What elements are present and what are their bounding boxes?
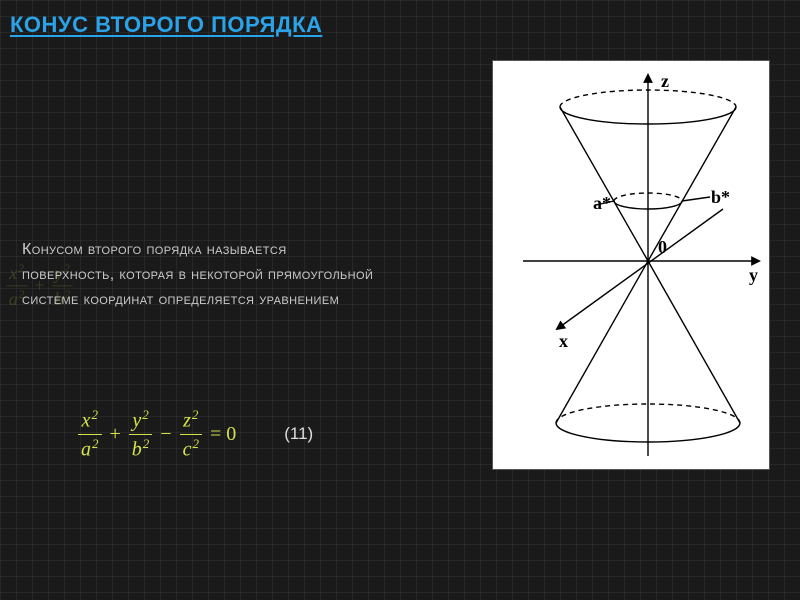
desc-lead-cap: К xyxy=(22,241,32,258)
cone-figure: z y x 0 a* b* xyxy=(492,60,770,470)
slide-description: Конусом второго порядка называется повер… xyxy=(22,238,382,312)
cone-svg: z y x 0 a* b* xyxy=(493,61,771,471)
term-2: y2 b2 xyxy=(129,408,153,460)
term-3: z2 c2 xyxy=(180,408,202,460)
svg-text:0: 0 xyxy=(658,237,667,257)
svg-text:z: z xyxy=(661,71,669,91)
svg-text:x: x xyxy=(559,331,568,351)
equals-zero: = 0 xyxy=(210,423,236,446)
svg-text:y: y xyxy=(749,265,758,285)
cone-equation: x2 a2 + y2 b2 − z2 c2 = 0 xyxy=(78,408,236,460)
minus-1: − xyxy=(160,423,171,446)
slide-title: КОНУС ВТОРОГО ПОРЯДКА xyxy=(10,12,322,38)
plus-1: + xyxy=(110,423,121,446)
desc-body: онусом второго порядка называется поверх… xyxy=(22,241,373,308)
term-1: x2 a2 xyxy=(78,408,102,460)
svg-text:b*: b* xyxy=(711,187,730,207)
svg-text:a*: a* xyxy=(593,193,611,213)
formula-row: x2 a2 + y2 b2 − z2 c2 = 0 (11) xyxy=(78,408,313,460)
equation-number: (11) xyxy=(284,424,313,444)
phantom-formula: x2a2 + y2b2 xyxy=(6,262,73,309)
phantom-formula-inner: x2a2 + y2b2 xyxy=(6,262,73,309)
